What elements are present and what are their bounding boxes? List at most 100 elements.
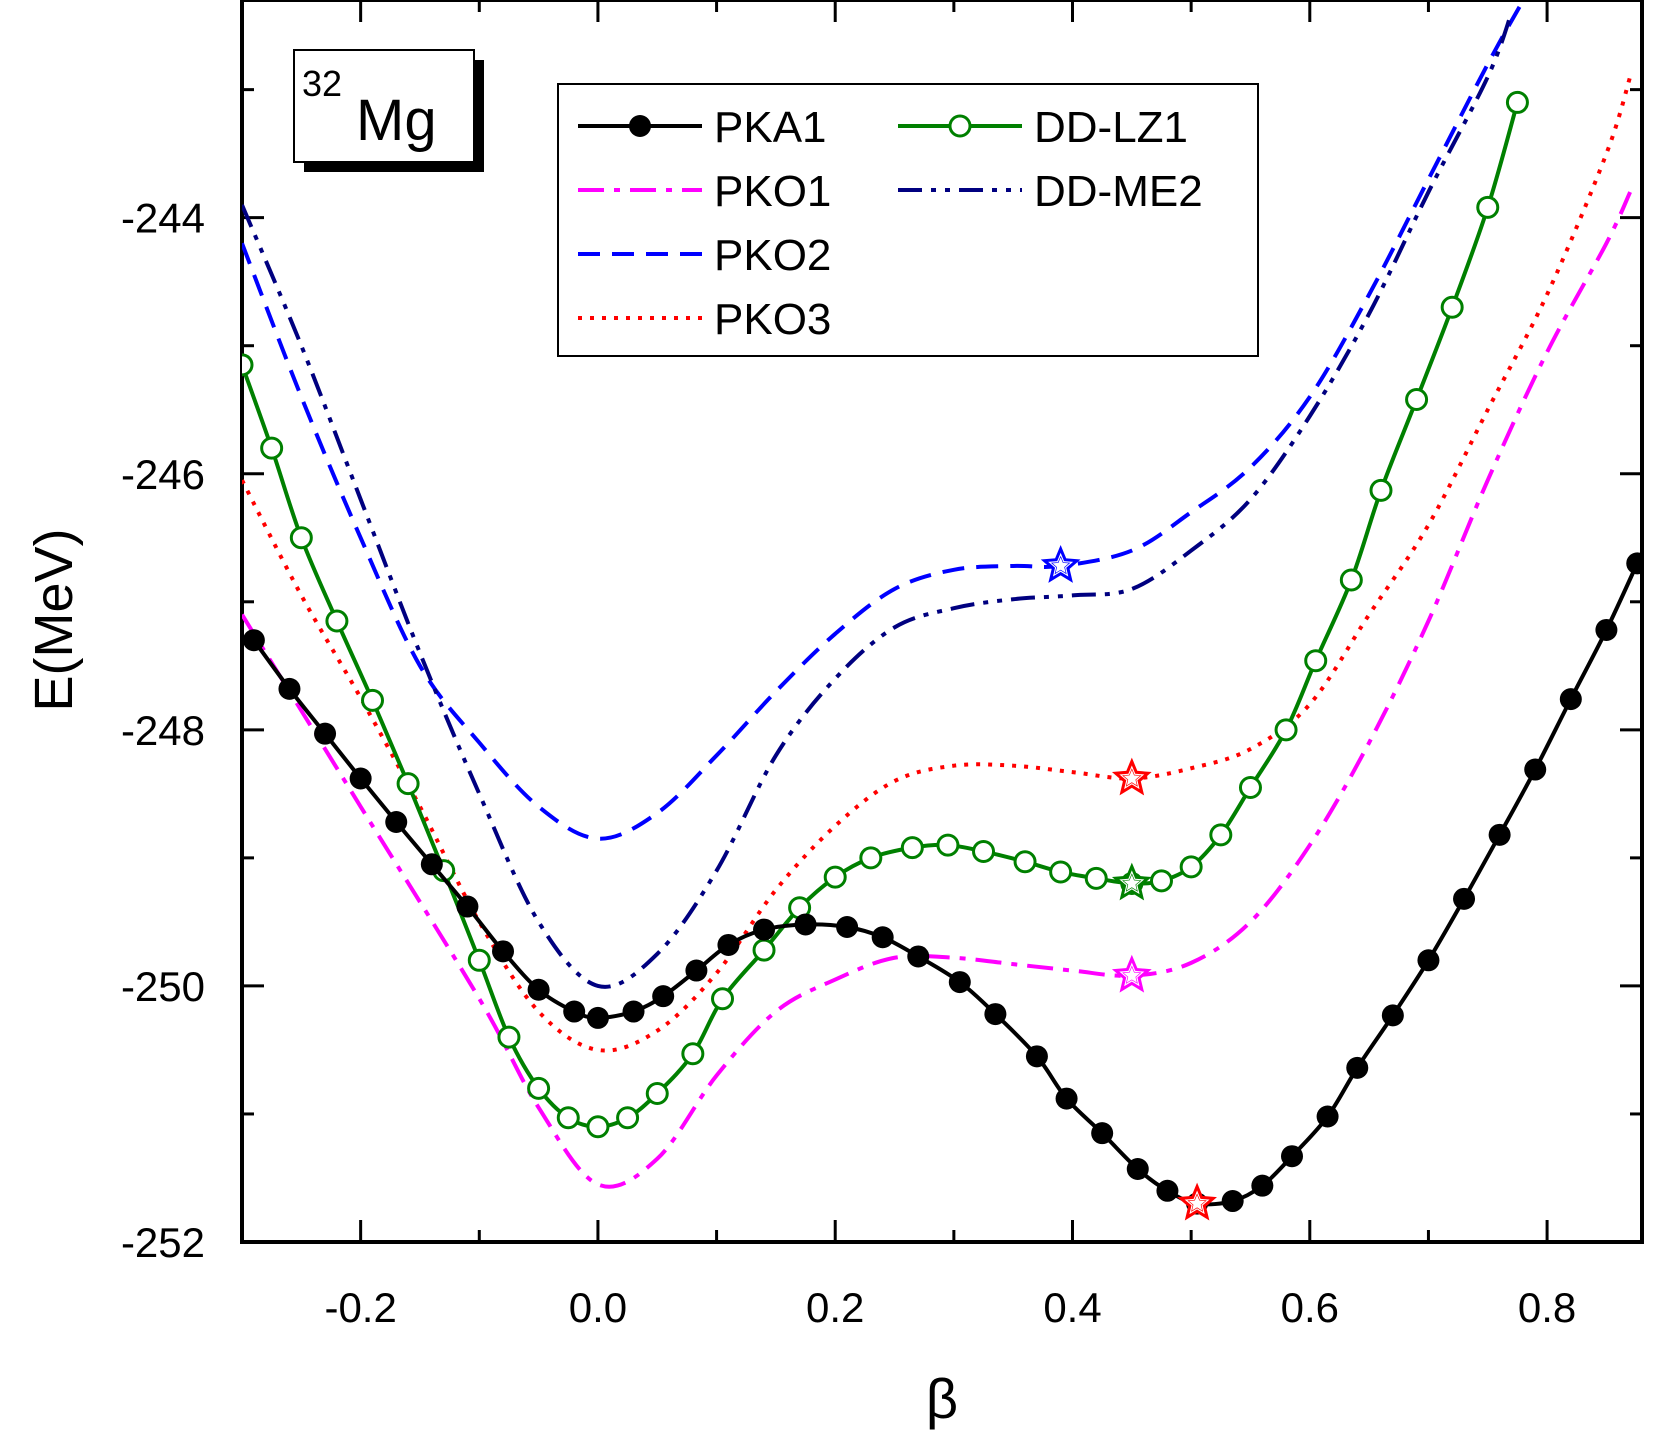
minimum-star-pko2-inner — [1050, 555, 1071, 575]
data-point — [1626, 552, 1642, 575]
minimum-star-pko3 — [1111, 757, 1152, 796]
minimum-star-pka1-inner — [1187, 1193, 1207, 1212]
minimum-star-pko1 — [1111, 954, 1152, 993]
data-point — [1055, 1087, 1078, 1110]
data-point — [1091, 1122, 1114, 1145]
data-point — [1559, 688, 1582, 711]
data-point — [456, 895, 479, 918]
data-point — [1595, 618, 1618, 641]
data-point — [1304, 649, 1328, 673]
data-point — [314, 722, 337, 745]
data-point — [652, 985, 675, 1008]
legend-label: PKO2 — [714, 231, 831, 280]
series-line — [252, 562, 1640, 1207]
series-line — [242, 0, 1526, 841]
data-point — [260, 436, 284, 460]
legend-label: PKO1 — [714, 167, 831, 216]
y-tick-label: -252 — [121, 1219, 205, 1266]
minimum-star-pko1-inner — [1122, 965, 1142, 984]
legend-label: PKA1 — [714, 103, 827, 152]
legend-marker — [629, 115, 651, 137]
data-point — [1405, 387, 1429, 411]
series-pko1 — [242, 191, 1632, 1189]
data-point — [752, 938, 776, 962]
data-point — [717, 933, 740, 956]
data-point — [420, 853, 443, 876]
data-point — [563, 1000, 586, 1023]
data-point — [1417, 949, 1440, 972]
data-point — [1025, 1045, 1048, 1068]
nucleus-symbol: Mg — [356, 88, 437, 153]
plot-frame — [240, 0, 1644, 1244]
legend-item-pko2: PKO2 — [578, 231, 831, 280]
data-point — [1369, 478, 1393, 502]
data-point — [622, 1000, 645, 1023]
data-point — [1049, 860, 1073, 884]
legend-label: PKO3 — [714, 295, 831, 344]
minimum-star-dd-lz1 — [1111, 862, 1152, 901]
legend: PKA1 PKO1 PKO2 PKO3 DD-LZ1 DD-ME2 — [557, 83, 1259, 357]
data-point — [823, 865, 847, 889]
legend-label: DD-LZ1 — [1034, 103, 1188, 152]
data-point — [527, 978, 550, 1001]
data-point — [586, 1006, 609, 1029]
data-point — [278, 677, 301, 700]
x-tick-label: 0.0 — [569, 1284, 627, 1331]
data-point — [1149, 869, 1173, 893]
data-point — [527, 1076, 551, 1100]
minimum-star-pko2 — [1040, 545, 1081, 583]
legend-marker — [948, 114, 972, 138]
data-point — [361, 688, 385, 712]
legend-box — [557, 83, 1259, 357]
data-point — [1209, 823, 1233, 847]
data-point — [1251, 1174, 1274, 1197]
data-point — [467, 948, 491, 972]
data-point — [871, 926, 894, 949]
data-point — [556, 1106, 580, 1130]
data-point — [836, 916, 859, 939]
data-point — [1274, 718, 1298, 742]
data-point — [936, 833, 960, 857]
data-point — [385, 811, 408, 834]
series-dd-me2 — [242, 12, 1514, 989]
data-point — [396, 772, 420, 796]
data-point — [711, 987, 735, 1011]
x-tick-label: -0.2 — [324, 1284, 396, 1331]
legend-item-dd-lz1: DD-LZ1 — [898, 103, 1188, 152]
x-tick-label: 0.6 — [1281, 1284, 1339, 1331]
data-point — [497, 1025, 521, 1049]
data-point — [753, 918, 776, 941]
minimum-star-pka1 — [1177, 1182, 1217, 1221]
data-point — [1013, 850, 1037, 874]
x-tick-label: 0.8 — [1518, 1284, 1576, 1331]
data-point — [972, 839, 996, 863]
y-axis-label: E(MeV) — [24, 528, 84, 711]
x-axis-label: β — [926, 1367, 958, 1430]
data-point — [1476, 195, 1500, 219]
y-tick-label: -246 — [121, 451, 205, 498]
series-layer — [242, 0, 1642, 1221]
data-point — [685, 959, 708, 982]
data-point — [1346, 1056, 1369, 1079]
data-point — [1281, 1145, 1303, 1168]
data-point — [289, 526, 313, 550]
data-point — [1221, 1190, 1244, 1213]
data-point — [948, 971, 971, 994]
tick-labels: -0.2 0.0 0.2 0.4 0.6 0.8 -252 -250 -248 -246 -244 — [121, 195, 1576, 1331]
y-tick-label: -248 — [121, 707, 205, 754]
y-tick-label: -250 — [121, 963, 205, 1010]
data-point — [907, 945, 930, 968]
data-point — [242, 353, 254, 377]
data-point — [586, 1115, 610, 1139]
data-point — [1339, 568, 1363, 592]
legend-label: DD-ME2 — [1034, 167, 1203, 216]
data-point — [1316, 1105, 1339, 1128]
data-point — [645, 1081, 669, 1105]
series-line — [242, 12, 1514, 989]
data-point — [1126, 1158, 1149, 1181]
data-point — [325, 609, 349, 633]
minimum-star-dd-lz1-inner — [1122, 873, 1142, 892]
legend-item-pka1: PKA1 — [578, 103, 827, 152]
data-point — [794, 913, 817, 936]
legend-items: PKA1 PKO1 PKO2 PKO3 DD-LZ1 DD-ME2 — [578, 103, 1203, 344]
